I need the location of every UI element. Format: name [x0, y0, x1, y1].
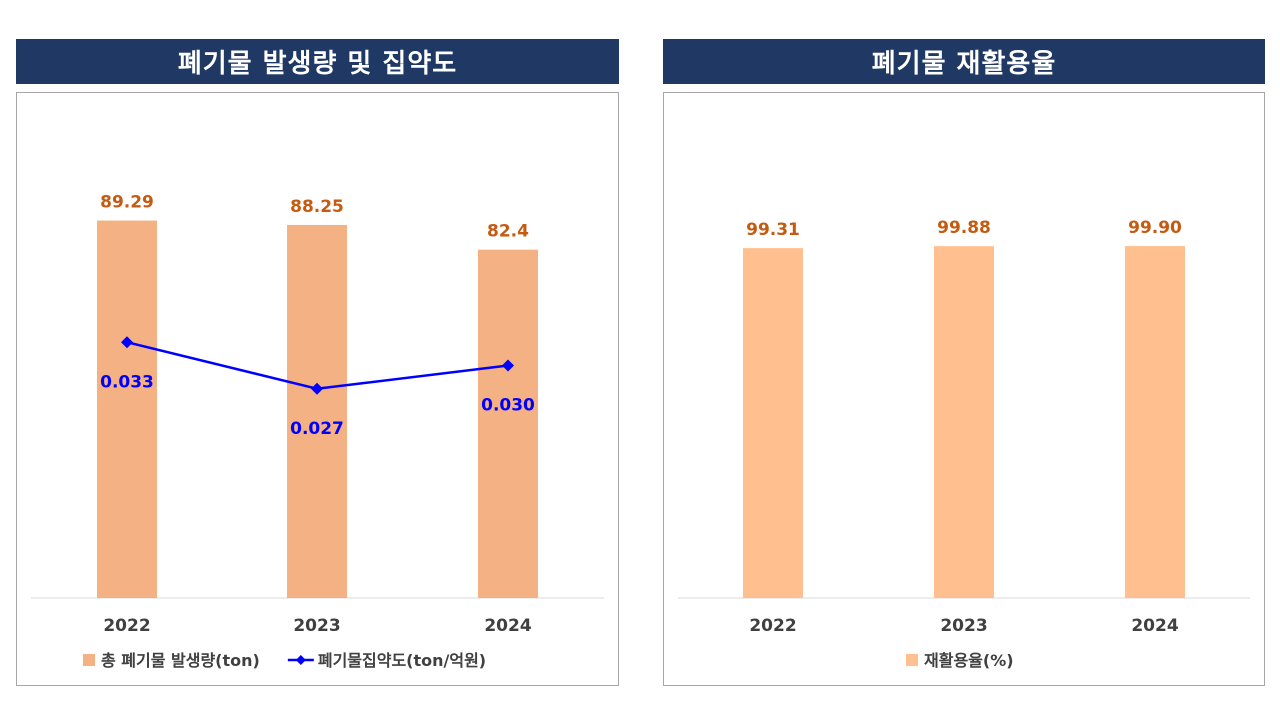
waste-generation-chart: 89.29 88.25 82.4 2022 2023 2024 0.033 0.027 0.03… — [31, 193, 604, 670]
recycling-rate-chart: 99.31 99.88 99.90 2022 2023 2024 재활용율(%) — [678, 218, 1250, 670]
line-marker-2022 — [121, 336, 133, 349]
bar-data-label-2023: 99.88 — [937, 218, 991, 238]
line-marker-2024 — [502, 359, 514, 372]
bar-2023 — [934, 246, 994, 598]
legend-swatch-bar — [83, 654, 95, 666]
legend-swatch-marker — [295, 655, 306, 665]
bar-data-label-2022: 89.29 — [100, 193, 154, 213]
x-tick-label-2024: 2024 — [484, 616, 531, 636]
chart-title-recycling-rate: 폐기물 재활용율 — [663, 39, 1265, 84]
legend-label-0: 재활용율(%) — [924, 651, 1014, 670]
bar-data-label-2023: 88.25 — [290, 197, 344, 217]
chart-panel-waste-generation: 89.29 88.25 82.4 2022 2023 2024 0.033 0.027 0.03… — [16, 92, 619, 686]
bar-2023 — [287, 224, 347, 598]
bar-2022 — [97, 220, 157, 598]
x-tick-label-2022: 2022 — [749, 616, 796, 636]
chart-title-waste-generation: 폐기물 발생량 및 집약도 — [16, 39, 619, 84]
line-marker-2023 — [311, 382, 323, 395]
legend-swatch-bar — [906, 654, 918, 666]
chart-panel-recycling-rate: 99.31 99.88 99.90 2022 2023 2024 재활용율(%) — [663, 92, 1265, 686]
bar-2022 — [743, 248, 803, 598]
bar-2024 — [1125, 246, 1185, 599]
bar-data-label-2024: 82.4 — [487, 222, 529, 242]
legend-label-1: 폐기물집약도(ton/억원) — [318, 651, 486, 670]
line-data-label-2023: 0.027 — [290, 419, 344, 439]
x-tick-label-2023: 2023 — [940, 616, 987, 636]
x-tick-label-2022: 2022 — [103, 616, 150, 636]
bar-data-label-2024: 99.90 — [1128, 218, 1182, 238]
x-tick-label-2023: 2023 — [293, 616, 340, 636]
x-tick-label-2024: 2024 — [1131, 616, 1178, 636]
line-data-label-2022: 0.033 — [100, 372, 154, 392]
bar-data-label-2022: 99.31 — [746, 220, 800, 240]
legend-label-0: 총 폐기물 발생량(ton) — [101, 651, 260, 670]
line-data-label-2024: 0.030 — [481, 396, 535, 416]
bar-2024 — [478, 249, 538, 598]
